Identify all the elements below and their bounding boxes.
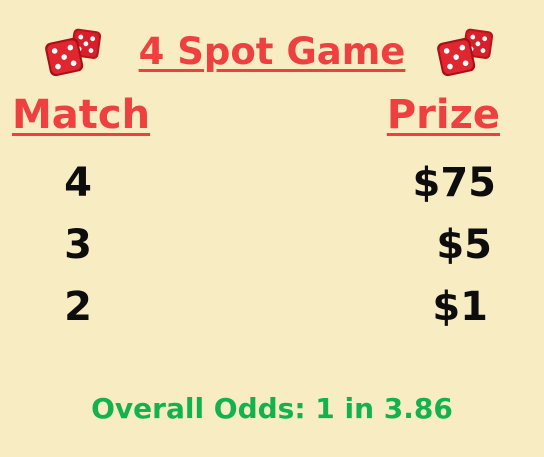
match-cell: 3: [64, 222, 92, 268]
dice-icon: [437, 28, 494, 77]
prize-cell: $1: [432, 284, 488, 330]
overall-odds: Overall Odds: 1 in 3.86: [91, 392, 453, 425]
match-header: Match: [12, 92, 151, 138]
dice-icon: [45, 28, 102, 77]
match-cell: 2: [64, 284, 92, 330]
prize-header: Prize: [386, 92, 500, 138]
match-cell: 4: [64, 160, 92, 206]
prize-cell: $5: [436, 222, 492, 268]
title-row: 4 Spot Game: [0, 26, 544, 86]
prize-cell: $75: [412, 160, 497, 206]
page-title: 4 Spot Game: [138, 30, 406, 73]
